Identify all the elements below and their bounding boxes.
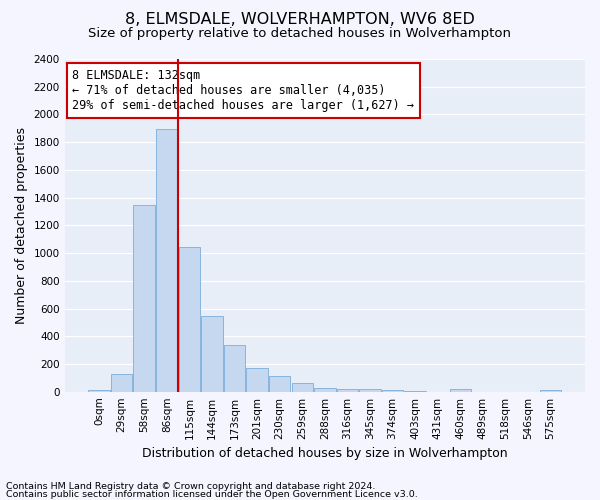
- Text: Size of property relative to detached houses in Wolverhampton: Size of property relative to detached ho…: [89, 28, 511, 40]
- Bar: [337, 388, 358, 392]
- Bar: [179, 247, 200, 392]
- Bar: [292, 383, 313, 392]
- Bar: [449, 389, 471, 392]
- X-axis label: Distribution of detached houses by size in Wolverhampton: Distribution of detached houses by size …: [142, 447, 508, 460]
- Bar: [111, 374, 133, 392]
- Bar: [359, 389, 381, 392]
- Bar: [247, 368, 268, 392]
- Bar: [133, 205, 155, 392]
- Text: Contains public sector information licensed under the Open Government Licence v3: Contains public sector information licen…: [6, 490, 418, 499]
- Bar: [201, 316, 223, 392]
- Text: 8, ELMSDALE, WOLVERHAMPTON, WV6 8ED: 8, ELMSDALE, WOLVERHAMPTON, WV6 8ED: [125, 12, 475, 28]
- Text: Contains HM Land Registry data © Crown copyright and database right 2024.: Contains HM Land Registry data © Crown c…: [6, 482, 376, 491]
- Bar: [404, 390, 426, 392]
- Bar: [540, 390, 562, 392]
- Y-axis label: Number of detached properties: Number of detached properties: [15, 127, 28, 324]
- Bar: [156, 129, 178, 392]
- Bar: [88, 390, 110, 392]
- Text: 8 ELMSDALE: 132sqm
← 71% of detached houses are smaller (4,035)
29% of semi-deta: 8 ELMSDALE: 132sqm ← 71% of detached hou…: [73, 69, 415, 112]
- Bar: [269, 376, 290, 392]
- Bar: [314, 388, 335, 392]
- Bar: [224, 345, 245, 392]
- Bar: [382, 390, 403, 392]
